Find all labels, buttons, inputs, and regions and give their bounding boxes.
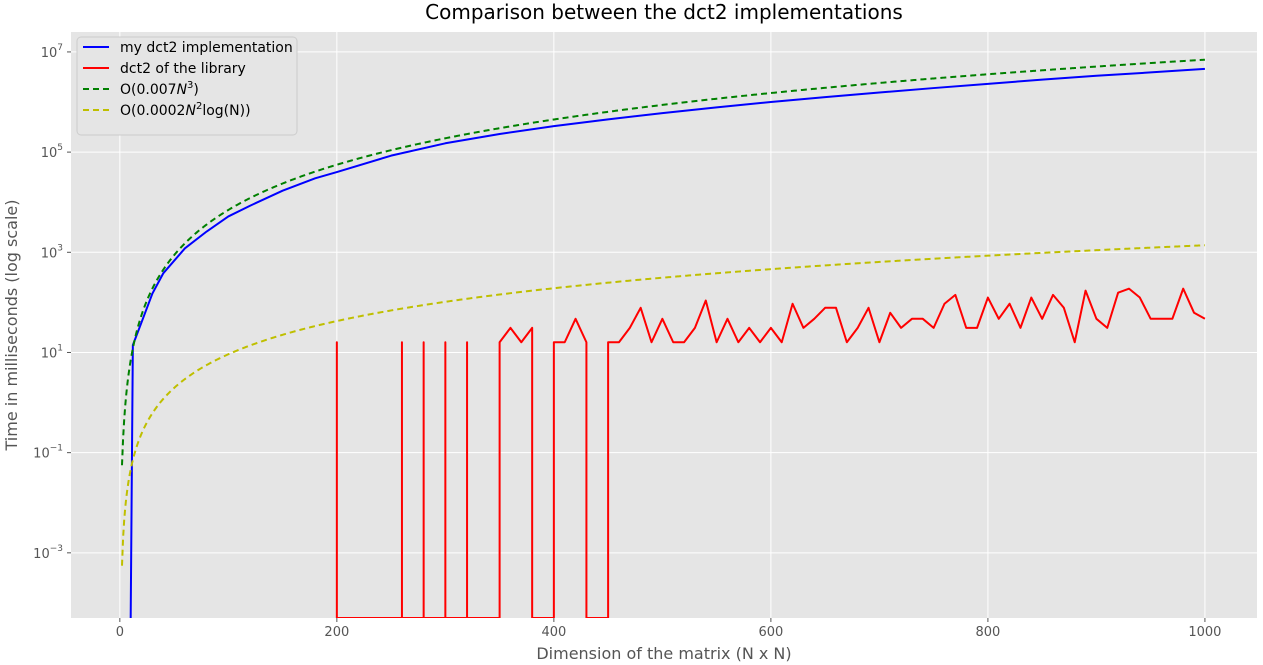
y-tick-label: 103 (41, 243, 63, 261)
tick-labels: 0 200 400 600 800 1000 10−3 10−1 101 103 105 107 (33, 43, 1221, 640)
series-line-0 (129, 67, 1205, 618)
x-tick-label: 200 (324, 625, 349, 640)
y-tick-label: 10−3 (33, 544, 63, 562)
y-tick-label: 101 (41, 343, 63, 361)
legend-label: my dct2 implementation (120, 40, 293, 56)
legend: my dct2 implementation dct2 of the librar… (76, 36, 298, 136)
x-tick-label: 0 (116, 625, 124, 640)
y-tick-label: 107 (41, 43, 63, 61)
x-tick-label: 1000 (1188, 625, 1221, 640)
x-tick-label: 800 (975, 625, 1000, 640)
x-axis-label: Dimension of the matrix (N x N) (536, 644, 791, 663)
x-tick-label: 400 (541, 625, 566, 640)
series-line-1 (335, 287, 1206, 618)
legend-frame (76, 36, 298, 136)
legend-label: O(0.007N3) (120, 80, 199, 98)
y-tick-label: 105 (41, 143, 63, 161)
series-line-3 (121, 244, 1205, 566)
chart-title: Comparison between the dct2 implementati… (425, 0, 903, 24)
series-line-2 (121, 58, 1205, 466)
y-tick-label: 10−1 (33, 444, 63, 462)
y-axis-label: Time in milliseconds (log scale) (2, 200, 21, 452)
series-layer (121, 58, 1206, 618)
x-tick-label: 600 (758, 625, 783, 640)
legend-label: dct2 of the library (120, 61, 246, 77)
legend-label: O(0.0002N2log(N)) (120, 101, 251, 119)
